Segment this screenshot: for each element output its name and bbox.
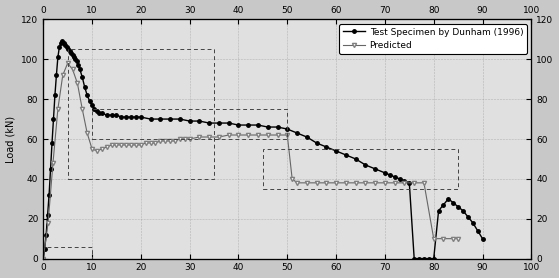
Test Specimen by Dunham (1996) [455, 205, 462, 208]
Test Specimen by Dunham (1996) [40, 257, 46, 260]
Predicted [40, 257, 46, 260]
Test Specimen by Dunham (1996) [59, 40, 65, 43]
Predicted [143, 141, 149, 145]
Test Specimen by Dunham (1996) [157, 117, 164, 121]
Predicted [93, 149, 100, 153]
Predicted [138, 143, 144, 147]
Bar [263, 149, 458, 189]
Line: Test Specimen by Dunham (1996): Test Specimen by Dunham (1996) [41, 39, 484, 260]
Legend: Test Specimen by Dunham (1996), Predicted: Test Specimen by Dunham (1996), Predicte… [339, 24, 527, 54]
Predicted [264, 133, 271, 137]
Bar [43, 247, 92, 259]
Test Specimen by Dunham (1996) [79, 76, 86, 79]
Bar [92, 109, 287, 139]
Test Specimen by Dunham (1996) [235, 123, 242, 127]
Line: Predicted: Predicted [41, 61, 460, 261]
Y-axis label: Load (kN): Load (kN) [6, 115, 16, 163]
Bar [68, 49, 214, 179]
Predicted [455, 237, 462, 240]
Test Specimen by Dunham (1996) [479, 237, 486, 240]
Test Specimen by Dunham (1996) [43, 233, 50, 236]
Test Specimen by Dunham (1996) [77, 68, 83, 71]
Predicted [127, 143, 134, 147]
Predicted [118, 143, 125, 147]
Predicted [64, 62, 71, 65]
